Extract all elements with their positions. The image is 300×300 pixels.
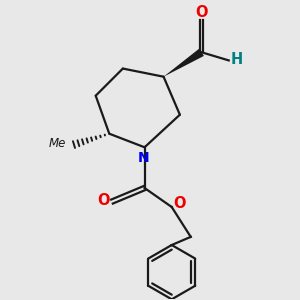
Text: Me: Me [49,137,66,150]
Text: O: O [195,5,208,20]
Text: N: N [137,151,149,165]
Polygon shape [164,49,204,77]
Text: H: H [230,52,242,67]
Text: O: O [173,196,186,211]
Text: O: O [97,193,110,208]
